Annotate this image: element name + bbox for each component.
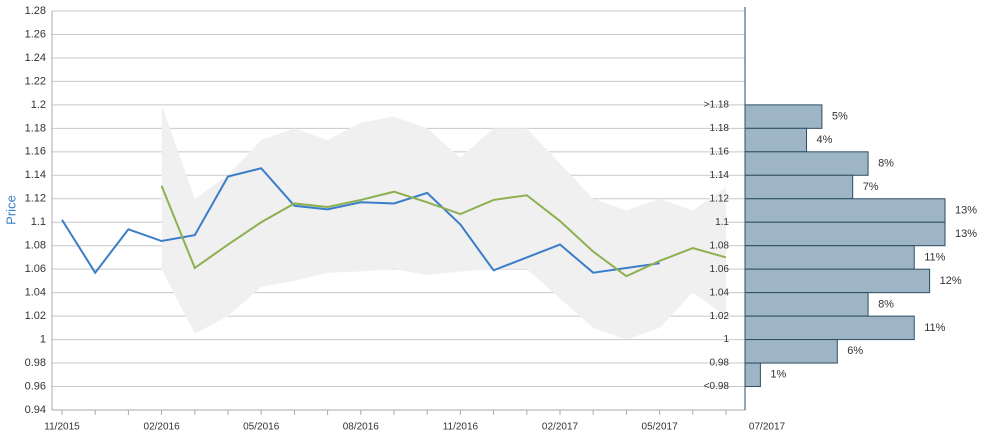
y-tick-label: 1.18: [25, 122, 46, 134]
y-tick-label: 1.04: [25, 287, 46, 299]
histogram-bin-label: 1.16: [710, 146, 730, 157]
histogram-value-label: 12%: [940, 275, 962, 287]
histogram-bin-label: 1.14: [710, 170, 730, 181]
histogram-bar: [744, 339, 838, 364]
y-tick-label: 0.98: [25, 357, 46, 369]
y-tick-label: 1.26: [25, 28, 46, 40]
x-tick-label: 11/2016: [443, 422, 479, 433]
line: [61, 167, 660, 275]
y-tick-label: 1.16: [25, 146, 46, 158]
y-tick-label: 0.94: [25, 404, 46, 416]
y-tick-label: 1.1: [31, 216, 46, 228]
histogram-value-label: 11%: [924, 322, 945, 334]
histogram-bar: [744, 151, 869, 176]
x-tick-label: 08/2016: [343, 422, 380, 433]
histogram-bar: [744, 104, 823, 129]
x-tick-label: 05/2016: [243, 422, 280, 433]
histogram-bin-label: 1.18: [710, 123, 730, 134]
y-tick-label: 1.12: [25, 193, 46, 205]
histogram-bar: [744, 198, 946, 223]
histogram-bin-label: 1.04: [710, 287, 730, 298]
y-tick-label: 0.96: [25, 380, 46, 392]
histogram-bin-label: <0.98: [704, 381, 730, 392]
histogram-value-label: 13%: [955, 204, 977, 216]
forecast-band: [161, 104, 727, 340]
y-tick-label: 1.2: [31, 99, 46, 111]
x-tick-label: 05/2017: [642, 422, 679, 433]
line: [160, 185, 727, 278]
x-tick-label: 02/2017: [542, 422, 579, 433]
x-tick-label: 02/2016: [144, 422, 181, 433]
histogram-bin-label: 1.02: [710, 311, 730, 322]
histogram-date: 07/2017: [749, 422, 786, 433]
histogram-value-label: 8%: [878, 157, 894, 169]
histogram-value-label: 8%: [878, 298, 894, 310]
y-tick-label: 1.06: [25, 263, 46, 275]
histogram-bar: [744, 268, 931, 294]
histogram-bar: [744, 127, 808, 153]
y-tick-label: 1.14: [25, 169, 46, 181]
y-tick-label: 1.02: [25, 310, 46, 322]
histogram-bar: [744, 245, 915, 270]
histogram-value-label: 11%: [924, 251, 945, 263]
y-tick-label: 1.08: [25, 240, 46, 252]
histogram-value-label: 5%: [832, 111, 848, 123]
histogram-bar: [744, 315, 915, 341]
y-tick-label: 1.22: [25, 75, 46, 87]
histogram-value-label: 13%: [955, 228, 977, 240]
histogram-bin-label: 1.12: [710, 193, 730, 204]
histogram-bin-label: 0.98: [710, 358, 730, 369]
histogram-bar: [744, 174, 854, 200]
histogram-bin-label: 1.1: [715, 217, 729, 228]
y-tick-label: 1.24: [25, 52, 46, 64]
histogram-bar: [744, 221, 946, 247]
histogram-value-label: 7%: [863, 181, 879, 193]
y-tick-label: 1: [40, 333, 46, 345]
histogram-bin-label: 1.06: [710, 264, 730, 275]
histogram-bin-label: >1.18: [704, 100, 730, 111]
x-tick-label: 11/2015: [44, 422, 80, 433]
y-tick-label: 1.28: [25, 5, 46, 17]
histogram-bar: [744, 362, 761, 388]
histogram-bar: [744, 292, 869, 317]
histogram-value-label: 6%: [847, 345, 863, 357]
histogram-bin-label: 1: [723, 334, 729, 345]
y-axis-label: Price: [3, 195, 18, 225]
histogram-value-label: 1%: [770, 369, 786, 381]
histogram-value-label: 4%: [817, 134, 833, 146]
histogram-bin-label: 1.08: [710, 240, 730, 251]
